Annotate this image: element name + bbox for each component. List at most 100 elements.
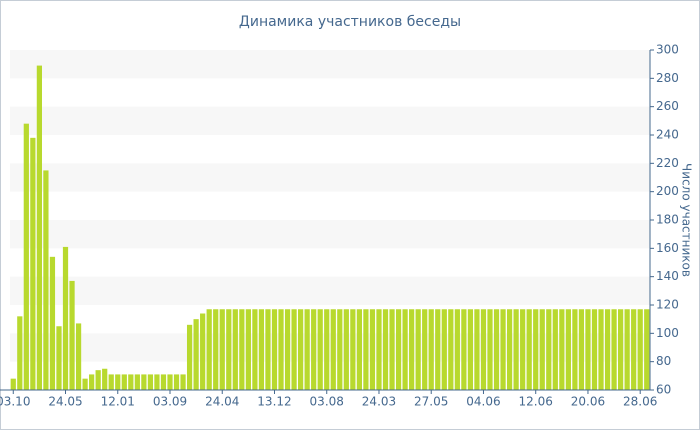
chart-title: Динамика участников беседы — [239, 14, 461, 30]
bar — [513, 309, 519, 390]
bar — [520, 309, 526, 390]
bar — [343, 309, 349, 390]
bar — [454, 309, 460, 390]
bar — [493, 309, 500, 390]
x-tick-label: 24.05 — [48, 395, 82, 409]
bar — [487, 309, 493, 390]
bar — [128, 374, 134, 390]
y-tick-label: 180 — [656, 213, 679, 227]
bar — [23, 123, 29, 391]
bar — [624, 309, 630, 390]
bar — [180, 374, 186, 390]
bar — [239, 309, 245, 390]
bar — [356, 309, 362, 390]
bar — [213, 309, 219, 390]
y-tick-label: 120 — [656, 298, 679, 312]
bar — [232, 309, 238, 390]
bar — [552, 309, 558, 390]
bar — [291, 309, 297, 390]
bar — [350, 309, 356, 390]
bar — [369, 309, 376, 390]
bar — [62, 246, 69, 390]
bar — [637, 309, 643, 390]
bar — [75, 323, 82, 390]
bar — [121, 374, 127, 390]
bar — [304, 309, 310, 390]
bar — [474, 309, 480, 390]
bar — [461, 309, 467, 390]
bar — [89, 374, 95, 390]
y-tick-label: 300 — [656, 43, 679, 57]
bar — [376, 309, 382, 390]
bar — [467, 309, 474, 390]
bar — [500, 309, 506, 390]
x-tick-label: 28.06 — [623, 395, 657, 409]
bar — [604, 309, 611, 390]
bar — [134, 374, 140, 390]
x-tick-label: 04.06 — [466, 395, 500, 409]
bar — [441, 309, 447, 390]
x-tick-label: 27.05 — [414, 395, 448, 409]
bar — [200, 313, 206, 390]
bar — [245, 309, 251, 390]
bar — [102, 368, 108, 390]
bar — [271, 309, 278, 390]
bar — [324, 309, 330, 390]
bar — [30, 137, 36, 390]
bar — [311, 309, 317, 390]
grid-band — [10, 163, 650, 192]
y-tick-label: 140 — [656, 269, 679, 283]
bar — [298, 309, 304, 390]
bar — [382, 309, 389, 390]
bar — [578, 309, 585, 390]
bar — [506, 309, 513, 390]
bar — [154, 374, 160, 390]
bar — [108, 374, 114, 390]
bar — [539, 309, 545, 390]
bar — [402, 309, 408, 390]
bar — [585, 309, 591, 390]
bar — [330, 309, 336, 390]
bar — [422, 309, 428, 390]
y-tick-label: 240 — [656, 128, 679, 142]
bar — [317, 309, 323, 390]
bar — [591, 309, 598, 390]
bar — [252, 309, 258, 390]
bar — [598, 309, 604, 390]
bar — [10, 378, 16, 390]
bar — [389, 309, 395, 390]
y-tick-label: 100 — [656, 326, 679, 340]
x-tick-label: 20.06 — [571, 395, 605, 409]
bar — [17, 316, 23, 390]
bar — [565, 309, 571, 390]
bar — [43, 170, 49, 390]
bar — [167, 374, 173, 390]
bar — [611, 309, 617, 390]
bar — [95, 370, 101, 390]
bar — [631, 309, 637, 390]
y-axis-label: Число участников — [680, 163, 694, 277]
bar — [206, 309, 212, 390]
x-tick-label: 24.04 — [205, 395, 239, 409]
bar — [409, 309, 415, 390]
bar — [56, 326, 62, 390]
bar — [226, 309, 232, 390]
bar — [480, 309, 487, 390]
bar — [526, 309, 532, 390]
bar — [337, 309, 343, 390]
y-tick-label: 160 — [656, 241, 679, 255]
x-tick-label: 13.12 — [257, 395, 291, 409]
x-tick-label: 03.09 — [153, 395, 187, 409]
bar — [36, 65, 42, 390]
y-tick-label: 280 — [656, 71, 679, 85]
bar — [644, 309, 650, 390]
bar — [219, 309, 225, 390]
bar — [69, 280, 75, 390]
bar — [428, 309, 434, 390]
bar — [572, 309, 578, 390]
x-tick-label: 12.06 — [519, 395, 553, 409]
bar — [193, 319, 199, 390]
x-tick-label: 03.08 — [310, 395, 344, 409]
bar — [415, 309, 421, 390]
bar — [258, 309, 265, 390]
